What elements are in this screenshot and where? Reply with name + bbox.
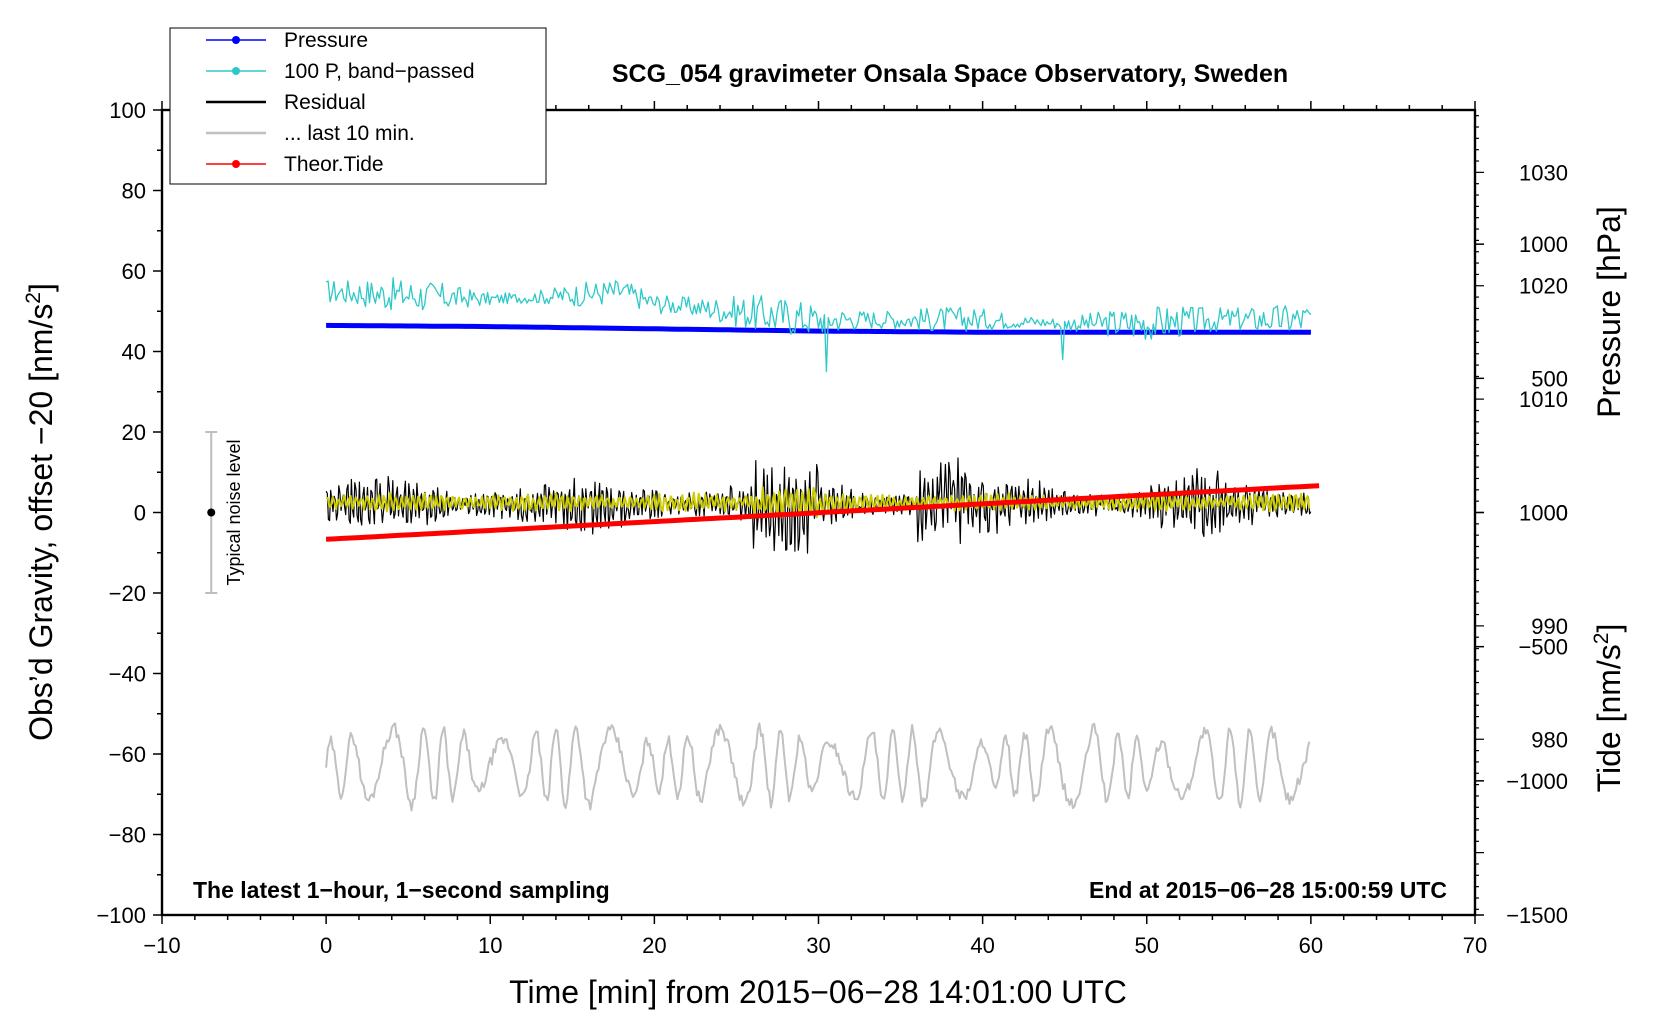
y-axis-title: Obs’d Gravity, offset −20 [nm/s2]: [22, 283, 59, 741]
pressure-tick-label: 990: [1531, 614, 1568, 639]
tide-tick-label: 1000: [1519, 232, 1568, 257]
x-tick-label: 10: [478, 933, 502, 958]
series-layer: [325, 277, 1320, 812]
y-axis-title-end: ]: [23, 283, 59, 292]
y3-axis-title-end: ]: [1591, 624, 1627, 633]
pressure-tick-label: 1030: [1519, 160, 1568, 185]
x-tick-label: 60: [1299, 933, 1323, 958]
legend-label: Residual: [284, 91, 366, 114]
noise-center-dot: [207, 508, 216, 517]
y-axis-title-main: Obs’d Gravity, offset −20 [nm/s: [23, 304, 59, 741]
y-tick-label: −60: [109, 742, 146, 767]
legend: Pressure 100 P, band−passed Residual ... la…: [169, 27, 547, 185]
y-tick-label: 20: [122, 420, 146, 445]
y3-axis-title-main: Tide [nm/s: [1591, 644, 1627, 792]
tide-tick-label: −1000: [1506, 769, 1568, 794]
legend-box: [169, 27, 547, 185]
x-tick-label: 40: [970, 933, 994, 958]
x-axis: −10 0 10 20 30 40 50 60 70: [143, 101, 1487, 958]
y-axis-left: −100 −80 −60 −40 −20 0 20 40 60 80 100: [96, 98, 162, 928]
x-tick-label: 0: [320, 933, 332, 958]
x-tick-label: 20: [642, 933, 666, 958]
last-10-min-line: [325, 722, 1311, 812]
pressure-tick-label: 1000: [1519, 501, 1568, 526]
x-tick-label: 50: [1135, 933, 1159, 958]
legend-marker: [232, 160, 240, 168]
x-tick-label: 70: [1463, 933, 1487, 958]
y-tick-label: 60: [122, 259, 146, 284]
x-axis-title: Time [min] from 2015−06−28 14:01:00 UTC: [509, 974, 1127, 1010]
y2-axis-title: Pressure [hPa]: [1591, 206, 1627, 418]
annotation-bottom-left: The latest 1−hour, 1−second sampling: [193, 877, 610, 903]
y3-axis-title: Tide [nm/s2]: [1590, 624, 1627, 793]
tide-line: [325, 483, 1320, 542]
pressure-tick-label: 980: [1531, 727, 1568, 752]
y-axis-title-superscript: 2: [22, 292, 45, 304]
y3-axis-title-superscript: 2: [1590, 633, 1613, 645]
y-axis-tide: −1500 −1000 −500 0 500 1000: [1475, 232, 1568, 928]
legend-marker: [232, 67, 240, 75]
y-tick-label: 40: [122, 340, 146, 365]
tide-tick-label: −1500: [1506, 903, 1568, 928]
legend-label: 100 P, band−passed: [284, 60, 475, 83]
band-passed-pressure-line: [325, 277, 1312, 373]
y-tick-label: −80: [109, 823, 146, 848]
tide-tick-label: 0: [1556, 501, 1568, 526]
y-tick-label: 100: [109, 98, 146, 123]
y-tick-label: −20: [109, 581, 146, 606]
noise-label: Typical noise level: [224, 439, 244, 585]
annotation-bottom-right: End at 2015−06−28 15:00:59 UTC: [1089, 877, 1447, 903]
y-tick-label: 80: [122, 179, 146, 204]
legend-label: Pressure: [284, 29, 368, 52]
chart-title: SCG_054 gravimeter Onsala Space Observat…: [612, 60, 1288, 88]
legend-label: ... last 10 min.: [284, 122, 415, 145]
noise-indicator: Typical noise level: [205, 431, 244, 594]
legend-marker: [232, 36, 240, 44]
y-tick-label: −40: [109, 662, 146, 687]
x-tick-label: 30: [806, 933, 830, 958]
pressure-tick-label: 1020: [1519, 274, 1568, 299]
y-tick-label: 0: [134, 501, 146, 526]
tide-tick-label: −500: [1518, 635, 1568, 660]
y-tick-label: −100: [96, 903, 146, 928]
y-axis-pressure: 980 990 1000 1010 1020 1030: [1475, 115, 1568, 910]
legend-label: Theor.Tide: [284, 153, 384, 176]
tide-tick-label: 500: [1531, 366, 1568, 391]
x-tick-label: −10: [143, 933, 180, 958]
pressure-tick-label: 1010: [1519, 387, 1568, 412]
